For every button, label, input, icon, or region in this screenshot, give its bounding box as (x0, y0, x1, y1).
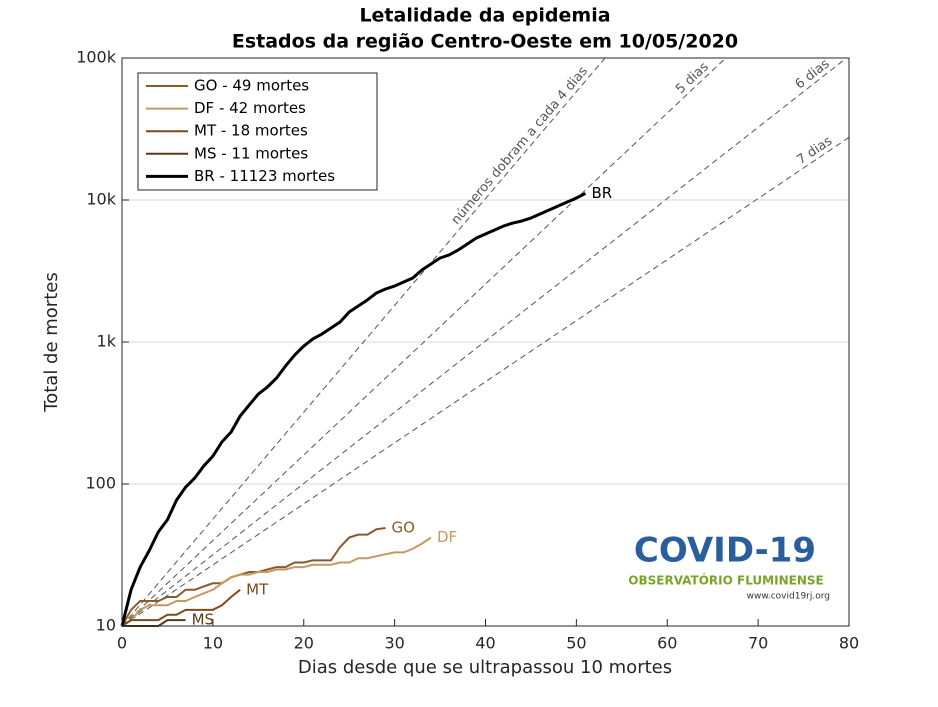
x-tick-label: 30 (384, 634, 404, 653)
logo-title: COVID-19 (634, 531, 816, 571)
series-line (121, 536, 432, 627)
x-tick-label: 60 (657, 634, 677, 653)
end-label: BR (591, 184, 612, 202)
logo: COVID-19 OBSERVATÓRIO FLUMINENSE www.cov… (628, 531, 830, 602)
series-line (121, 588, 241, 627)
legend-label: GO - 49 mortes (194, 77, 309, 95)
x-tick-label: 10 (203, 634, 223, 653)
x-tick-label: 50 (566, 634, 586, 653)
doubling-line (122, 58, 727, 626)
y-tick-label: 1k (97, 332, 117, 351)
chart-title: Letalidade da epidemia (359, 5, 610, 27)
doubling-line (122, 58, 606, 626)
legend-label: MS - 11 mortes (194, 144, 308, 162)
doubling-line (122, 58, 847, 626)
y-tick-label: 100 (85, 474, 116, 493)
x-tick-label: 40 (475, 634, 495, 653)
logo-subtitle: OBSERVATÓRIO FLUMINENSE (628, 573, 823, 588)
end-label: DF (437, 528, 457, 546)
y-tick-label: 10k (86, 190, 116, 209)
logo-url: www.covid19rj.org (747, 592, 830, 602)
legend-label: DF - 42 mortes (194, 99, 306, 117)
chart-subtitle: Estados da região Centro-Oeste em 10/05/… (232, 31, 738, 53)
y-tick-label: 100k (76, 48, 117, 67)
x-tick-label: 0 (117, 634, 127, 653)
axes-box (121, 57, 850, 627)
x-tick-label: 80 (839, 634, 859, 653)
end-label: MT (246, 580, 269, 598)
x-tick-label: 70 (748, 634, 768, 653)
x-tick-label: 20 (294, 634, 314, 653)
y-axis-label: Total de mortes (41, 272, 62, 412)
series-line (120, 192, 587, 627)
legend-label: MT - 18 mortes (194, 122, 308, 140)
y-tick-label: 10 (96, 616, 116, 635)
series-line (121, 527, 386, 627)
legend-label: BR - 11123 mortes (194, 167, 335, 185)
end-label: MS (192, 611, 214, 629)
x-axis-label: Dias desde que se ultrapassou 10 mortes (298, 657, 672, 678)
end-label: GO (392, 518, 415, 536)
doubling-line (122, 137, 849, 626)
